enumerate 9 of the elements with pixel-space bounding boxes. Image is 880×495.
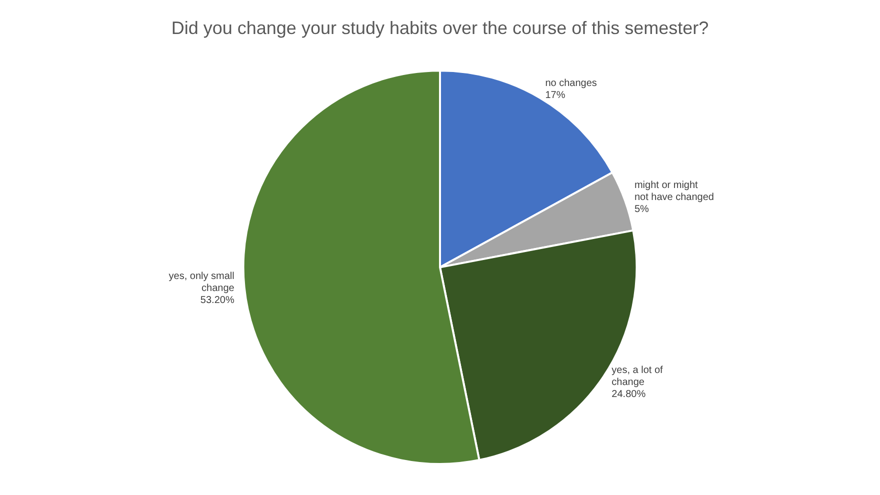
- data-label: 17%: [545, 90, 566, 102]
- slice-label: yes, only small change: [168, 270, 235, 294]
- data-label: 5%: [634, 204, 650, 216]
- slice-label: no changes: [545, 78, 597, 90]
- slice-label: yes, a lot of change: [612, 365, 664, 388]
- data-label: 53.20%: [200, 294, 234, 306]
- chart-title: Did you change your study habits over the course of this semester?: [171, 18, 709, 38]
- slice-label: might or might not have changed: [634, 180, 714, 204]
- data-label: 24.80%: [612, 389, 646, 400]
